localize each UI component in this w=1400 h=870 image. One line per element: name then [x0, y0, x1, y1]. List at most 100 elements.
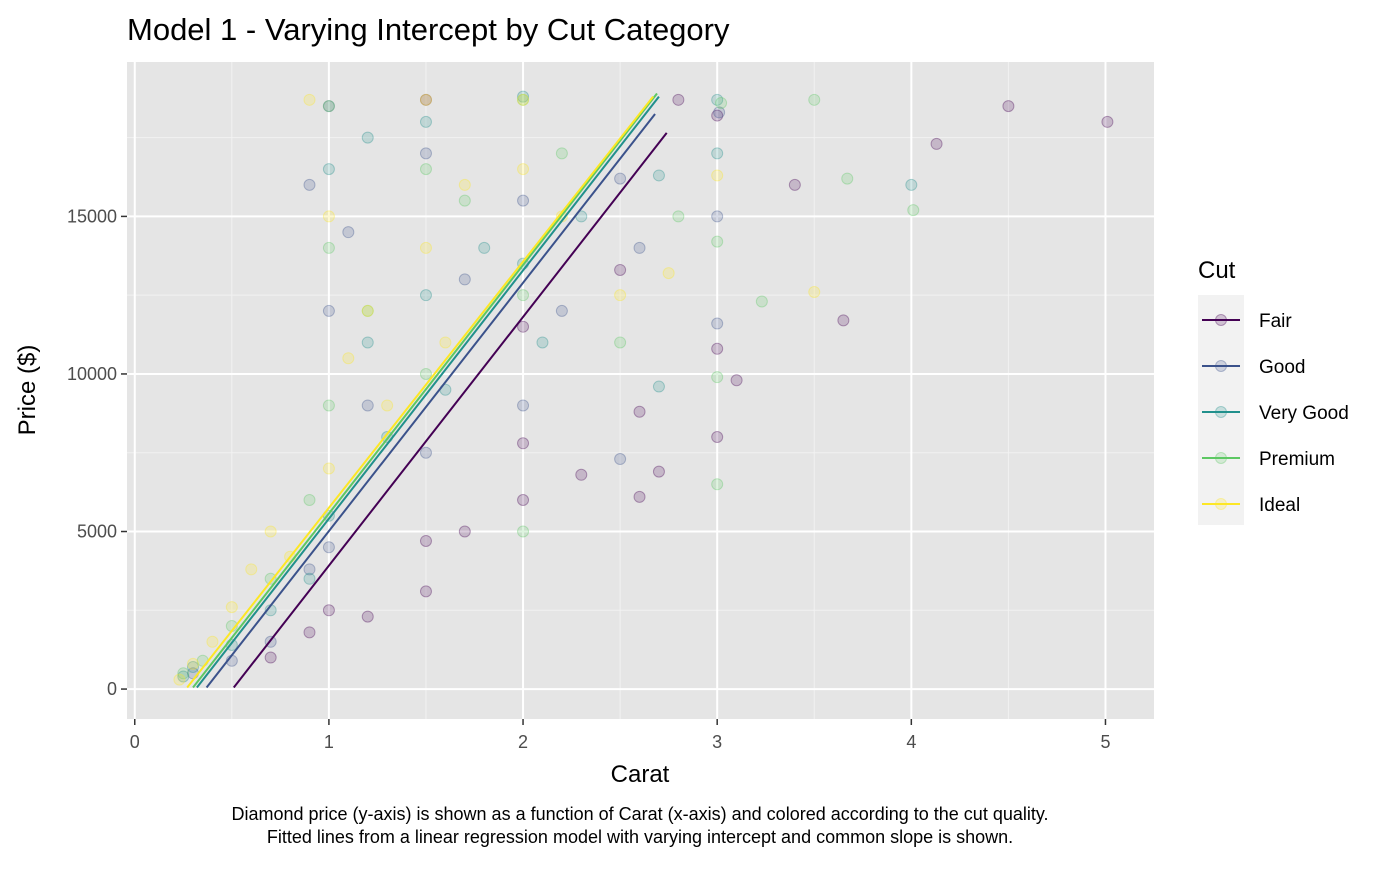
scatter-point-very-good: [303, 572, 316, 585]
scatter-point-ideal: [458, 178, 471, 191]
major-gridlines: [127, 62, 1154, 719]
scatter-point-premium: [458, 194, 471, 207]
x-tick-label: 3: [712, 732, 722, 752]
scatter-point-good: [419, 446, 432, 459]
scatter-point-fair: [419, 534, 432, 547]
scatter-point-premium: [303, 494, 316, 506]
scatter-point-fair: [322, 604, 335, 617]
scatter-point-ideal: [303, 93, 316, 106]
scatter-point-good: [303, 563, 316, 576]
scatter-point-premium: [841, 172, 854, 185]
scatter-point-premium: [711, 478, 724, 491]
scatter-point-ideal: [662, 267, 675, 280]
scatter-point-ideal: [206, 635, 219, 648]
scatter-point-very-good: [187, 661, 200, 674]
scatter-point-very-good: [536, 336, 549, 349]
scatter-point-ideal: [419, 93, 432, 106]
caption-line-2: Fitted lines from a linear regression mo…: [267, 827, 1013, 847]
scatter-point-very-good: [905, 178, 918, 191]
caption-line-1: Diamond price (y-axis) is shown as a fun…: [231, 804, 1048, 824]
scatter-point-fair: [517, 437, 530, 450]
scatter-point-good: [303, 178, 316, 191]
scatter-point-fair: [930, 137, 943, 150]
scatter-point-premium: [755, 295, 768, 308]
chart-title: Model 1 - Varying Intercept by Cut Categ…: [127, 12, 730, 47]
scatter-point-fair: [730, 374, 743, 387]
scatter-point-premium: [322, 241, 335, 254]
scatter-point-premium: [907, 204, 920, 217]
scatter-point-ideal: [173, 673, 186, 686]
scatter-point-ideal: [517, 93, 530, 106]
scatter-point-ideal: [322, 210, 335, 223]
scatter-point-good: [517, 399, 530, 412]
scatter-point-fair: [1002, 100, 1015, 113]
scatter-point-very-good: [419, 115, 432, 128]
scatter-point-premium: [322, 399, 335, 412]
scatter-point-premium: [419, 163, 432, 176]
scatter-point-good: [711, 210, 724, 223]
scatter-point-very-good: [322, 163, 335, 176]
scatter-point-fair: [614, 263, 627, 276]
scatter-point-very-good: [711, 147, 724, 160]
fit-line-good: [205, 113, 656, 689]
scatter-point-ideal: [614, 289, 627, 302]
x-tick-label: 5: [1100, 732, 1110, 752]
scatter-point-ideal: [439, 336, 452, 349]
scatter-point-ideal: [342, 352, 355, 365]
legend-items: Fair Good Very Good Premium Ideal: [1202, 311, 1349, 516]
scatter-point-very-good: [652, 169, 665, 182]
fit-line-very-good: [196, 96, 660, 689]
y-tick-label: 15000: [67, 206, 117, 226]
scatter-point-premium: [517, 93, 530, 106]
scatter-point-ideal: [264, 525, 277, 538]
legend-label-ideal: Ideal: [1259, 495, 1300, 516]
scatter-point-fair: [361, 610, 374, 623]
scatter-point-good: [322, 100, 335, 113]
scatter-point-ideal: [361, 304, 374, 317]
scatter-point-fair: [788, 178, 801, 191]
scatter-point-fair: [1101, 115, 1114, 128]
y-tick-label: 10000: [67, 364, 117, 384]
scatter-point-ideal: [419, 241, 432, 254]
scatter-point-premium: [517, 289, 530, 302]
scatter-point-good: [713, 106, 726, 119]
scatter-point-ideal: [517, 163, 530, 176]
scatter-point-premium: [419, 367, 432, 380]
scatter-point-fair: [711, 342, 724, 355]
scatter-point-fair: [633, 405, 646, 418]
y-tick-label: 5000: [77, 522, 117, 542]
scatter-point-fair: [711, 430, 724, 443]
legend-item-good: Good: [1202, 357, 1305, 378]
scatter-point-very-good: [711, 93, 724, 106]
scatter-point-very-good: [361, 131, 374, 144]
fit-lines: [186, 92, 668, 689]
minor-gridlines: [127, 62, 1154, 719]
scatter-point-very-good: [652, 380, 665, 393]
y-axis-label: Price ($): [14, 345, 41, 436]
scatter-point-good: [419, 147, 432, 160]
scatter-point-ideal: [187, 657, 200, 670]
scatter-point-very-good: [361, 336, 374, 349]
scatter-point-fair: [711, 109, 724, 122]
legend-item-fair: Fair: [1202, 311, 1292, 332]
scatter-point-good: [322, 541, 335, 554]
scatter-point-good: [342, 226, 355, 239]
x-axis-label: Carat: [611, 761, 670, 788]
scatter-point-good: [614, 172, 627, 185]
scatter-point-ideal: [225, 601, 238, 614]
scatter-point-ideal: [711, 169, 724, 182]
fit-line-fair: [232, 132, 668, 689]
scatter-point-good: [614, 453, 627, 466]
scatter-point-fair: [575, 468, 588, 481]
scatter-point-fair: [672, 93, 685, 106]
scatter-point-premium: [614, 336, 627, 349]
scatter-point-premium: [711, 235, 724, 248]
scatter-point-fair: [652, 465, 665, 478]
legend-label-fair: Fair: [1259, 311, 1292, 332]
scatter-point-premium: [672, 210, 685, 223]
scatter-point-premium: [808, 93, 821, 106]
legend-label-premium: Premium: [1259, 449, 1335, 470]
x-tick-label: 0: [130, 732, 140, 752]
